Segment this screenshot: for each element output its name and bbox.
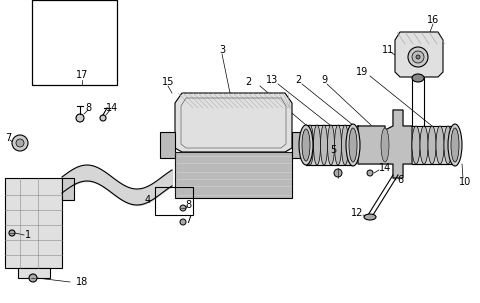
Polygon shape: [5, 178, 62, 268]
Text: 2: 2: [295, 75, 301, 85]
Text: 14: 14: [379, 163, 391, 173]
Circle shape: [76, 114, 84, 122]
Ellipse shape: [436, 126, 444, 164]
Ellipse shape: [420, 126, 428, 164]
Bar: [62, 178, 74, 200]
Ellipse shape: [313, 125, 321, 165]
Circle shape: [29, 274, 37, 282]
Circle shape: [100, 115, 106, 121]
Ellipse shape: [346, 124, 360, 166]
Circle shape: [180, 219, 186, 225]
Circle shape: [9, 230, 15, 236]
Ellipse shape: [412, 126, 420, 164]
Text: 5: 5: [330, 145, 336, 155]
Circle shape: [408, 47, 428, 67]
Ellipse shape: [412, 74, 424, 82]
Ellipse shape: [444, 126, 452, 164]
Ellipse shape: [335, 125, 341, 165]
Text: 10: 10: [459, 177, 471, 187]
Bar: [292, 132, 306, 158]
Text: 8: 8: [185, 200, 191, 210]
Circle shape: [412, 51, 424, 63]
Text: 14: 14: [106, 103, 118, 113]
Text: 7: 7: [5, 133, 11, 143]
Text: 13: 13: [266, 75, 278, 85]
Ellipse shape: [321, 125, 327, 165]
Text: 18: 18: [76, 277, 88, 287]
Circle shape: [16, 139, 24, 147]
Circle shape: [12, 135, 28, 151]
Circle shape: [416, 55, 420, 59]
Text: 17: 17: [76, 70, 88, 80]
Polygon shape: [175, 152, 292, 198]
Text: 3: 3: [219, 45, 225, 55]
Text: 2: 2: [245, 77, 251, 87]
Text: 12: 12: [351, 208, 363, 218]
Text: 7: 7: [185, 215, 191, 225]
Text: 6: 6: [397, 175, 403, 185]
Polygon shape: [175, 93, 292, 152]
Ellipse shape: [451, 128, 459, 162]
Ellipse shape: [364, 214, 376, 220]
Bar: [32, 0, 117, 85]
Polygon shape: [18, 268, 50, 278]
Circle shape: [367, 170, 373, 176]
Ellipse shape: [302, 129, 310, 161]
Text: 16: 16: [427, 15, 439, 25]
Bar: [160, 132, 175, 158]
Bar: [155, 187, 193, 215]
Text: 11: 11: [382, 45, 394, 55]
Text: 19: 19: [356, 67, 368, 77]
Text: 9: 9: [321, 75, 327, 85]
Ellipse shape: [448, 124, 462, 166]
Ellipse shape: [299, 125, 313, 165]
Polygon shape: [395, 32, 443, 77]
Text: 4: 4: [145, 195, 151, 205]
Ellipse shape: [381, 128, 389, 162]
Circle shape: [180, 205, 186, 211]
Circle shape: [334, 169, 342, 177]
Text: 15: 15: [162, 77, 174, 87]
Ellipse shape: [428, 126, 436, 164]
Ellipse shape: [349, 128, 357, 162]
Text: 8: 8: [85, 103, 91, 113]
Ellipse shape: [307, 125, 313, 165]
Ellipse shape: [327, 125, 335, 165]
Polygon shape: [358, 110, 412, 178]
Text: 1: 1: [25, 230, 31, 240]
Ellipse shape: [341, 125, 348, 165]
